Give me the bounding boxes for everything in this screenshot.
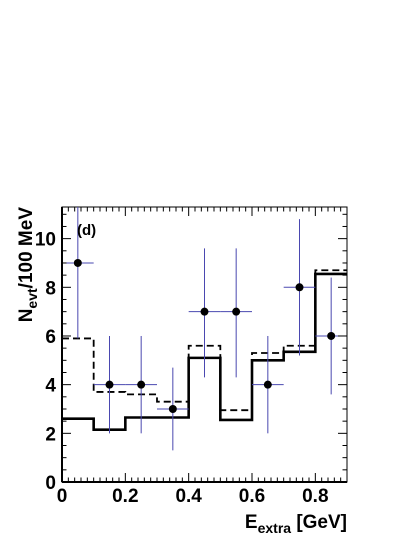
x-tick-label: 0.2 [112, 486, 138, 507]
data-point [105, 380, 114, 389]
x-tick-label: 0 [57, 486, 68, 507]
y-tick-label: 4 [45, 376, 56, 397]
dashed-histogram [62, 269, 347, 412]
data-points-layer [62, 207, 347, 451]
axes-layer: 0 0.2 0.4 0.6 0.8 0 2 4 6 8 10 [35, 207, 348, 507]
y-axis-title-unit: /100 MeV [16, 207, 37, 289]
y-tick-label: 2 [45, 424, 56, 445]
y-tick-label: 8 [45, 278, 56, 299]
y-tick-label: 10 [35, 230, 56, 251]
y-axis-title: Nevt/100 MeV [16, 207, 40, 323]
data-point [137, 380, 146, 389]
histogram-layer [62, 269, 347, 431]
x-tick-label: 0.4 [175, 486, 202, 507]
data-point [168, 404, 177, 413]
x-axis-title-main: E [245, 512, 258, 533]
y-tick-label: 0 [45, 473, 56, 494]
x-axis-title-unit: [GeV] [291, 512, 347, 533]
data-point [232, 307, 241, 316]
data-point [327, 331, 336, 340]
data-point [200, 307, 209, 316]
y-axis-title-main: N [16, 309, 37, 323]
x-tick-label: 0.8 [302, 486, 328, 507]
data-point [73, 258, 82, 267]
data-point [263, 380, 272, 389]
y-tick-label: 6 [45, 327, 56, 348]
panel-label: (d) [77, 222, 96, 239]
x-tick-label: 0.6 [239, 486, 265, 507]
x-axis-title: Eextra [GeV] [245, 512, 347, 536]
y-axis-title-sub: evt [24, 288, 40, 309]
x-axis-title-sub: extra [258, 520, 292, 536]
data-point [295, 283, 304, 292]
